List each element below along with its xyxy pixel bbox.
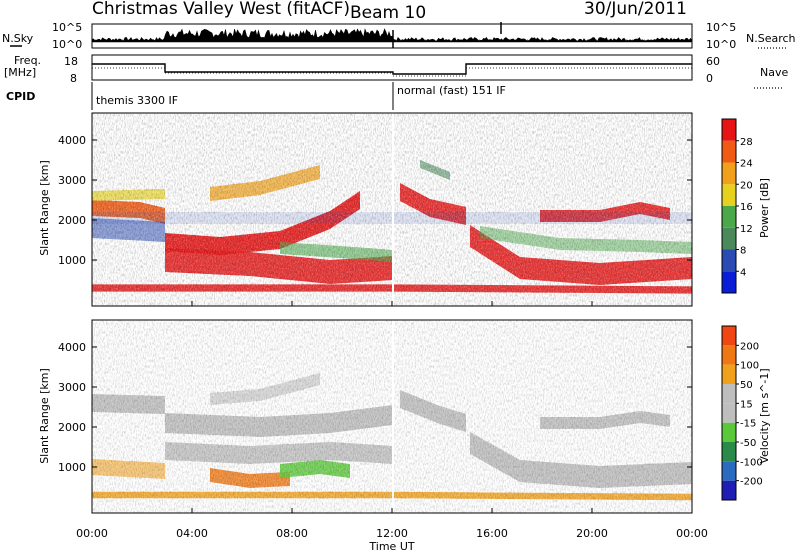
velocity-colorbar-swatch	[722, 364, 736, 384]
x-tick-label: 04:00	[176, 527, 208, 540]
cpid-segment-1: themis 3300 IF	[96, 94, 178, 107]
velocity-colorbar-swatch	[722, 403, 736, 423]
freq-panel-frame	[91, 54, 693, 81]
cpid-label: CPID	[6, 90, 35, 103]
velocity-colorbar-tick-label: 50	[740, 380, 753, 391]
nsky-tick-high: 10^5	[52, 21, 82, 34]
nsky-label: N.Sky	[2, 32, 34, 45]
x-tick-label: 00:00	[676, 527, 708, 540]
velocity-colorbar-swatch	[722, 326, 736, 346]
noise-panel: N.Sky 10^5 10^0 10^5 10^0 N.Search	[2, 21, 796, 51]
velocity-colorbar-tick-label: 200	[740, 341, 759, 352]
power-colorbar-tick-label: 20	[740, 180, 753, 191]
nsearch-tick-low: 10^0	[706, 38, 736, 51]
date-label: 30/Jun/2011	[584, 0, 687, 19]
velocity-colorbar-tick-label: -100	[740, 457, 763, 468]
y-tick-label: 4000	[58, 134, 86, 147]
nsearch-label: N.Search	[746, 32, 796, 45]
velocity-colorbar-tick-label: -50	[740, 438, 756, 449]
power-colorbar-swatch	[722, 206, 736, 228]
freq-label-2: [MHz]	[4, 66, 36, 79]
freq-trace	[92, 63, 692, 75]
freq-label-1: Freq.	[14, 54, 41, 67]
x-tick-label: 08:00	[276, 527, 308, 540]
velocity-colorbar-swatch	[722, 480, 736, 500]
velocity-colorbar-tick-label: 100	[740, 361, 759, 372]
power-colorbar-swatch	[722, 271, 736, 293]
y-tick-label: 2000	[58, 421, 86, 434]
power-colorbar-tick-label: 4	[740, 267, 746, 278]
nave-tick-low: 0	[706, 72, 713, 85]
velocity-y-label: Slant Range [km]	[38, 368, 51, 464]
nsearch-tick-high: 10^5	[706, 21, 736, 34]
nsky-tick-low: 10^0	[52, 38, 82, 51]
x-tick-label: 16:00	[476, 527, 508, 540]
freq-panel: Freq. [MHz] 18 8 60 0 Nave	[4, 54, 788, 89]
freq-tick-low: 8	[70, 72, 77, 85]
velocity-x-axis: 00:00 04:00 08:00 12:00 16:00 20:00 00:00	[76, 301, 708, 540]
velocity-colorbar-swatch	[722, 422, 736, 442]
power-colorbar-swatch	[722, 162, 736, 185]
velocity-colorbar-swatch	[722, 461, 736, 481]
velocity-colorbar-tick-label: -200	[740, 477, 763, 488]
power-colorbar: 28 24 20 16 12 8 4	[721, 118, 753, 294]
y-tick-label: 1000	[58, 254, 86, 267]
power-colorbar-tick-label: 8	[740, 246, 746, 257]
power-y-label: Slant Range [km]	[38, 160, 51, 256]
y-tick-label: 1000	[58, 461, 86, 474]
power-colorbar-tick-label: 12	[740, 224, 753, 235]
x-axis-label: Time UT	[368, 540, 414, 553]
power-colorbar-label: Power [dB]	[758, 178, 771, 238]
velocity-colorbar-swatch	[722, 345, 736, 365]
y-tick-label: 2000	[58, 214, 86, 227]
power-colorbar-swatch	[722, 249, 736, 272]
y-tick-label: 3000	[58, 381, 86, 394]
y-tick-label: 3000	[58, 174, 86, 187]
x-tick-label: 12:00	[376, 527, 408, 540]
power-y-axis: 4000 3000 2000 1000	[58, 134, 692, 267]
power-colorbar-tick-label: 16	[740, 202, 753, 213]
power-colorbar-tick-label: 28	[740, 137, 753, 148]
x-tick-label: 20:00	[576, 527, 608, 540]
velocity-colorbar-frame	[721, 325, 737, 501]
noise-panel-frame	[91, 23, 693, 49]
velocity-colorbar-swatch	[722, 442, 736, 462]
velocity-colorbar-tick-label: 15	[740, 399, 753, 410]
cpid-segment-2: normal (fast) 151 IF	[397, 84, 506, 97]
nave-label: Nave	[760, 66, 788, 79]
velocity-colorbar-tick-label: -15	[740, 419, 756, 430]
power-panel: 4000 3000 2000 1000 Slant Range [km] 28 24 20…	[38, 112, 771, 307]
velocity-y-axis: 4000 3000 2000 1000	[58, 341, 692, 474]
beam-label: Beam 10	[350, 3, 426, 23]
freq-tick-high: 18	[64, 55, 78, 68]
power-colorbar-swatch	[722, 119, 736, 141]
cpid-panel: CPID themis 3300 IF normal (fast) 151 IF	[6, 82, 506, 110]
y-tick-label: 4000	[58, 341, 86, 354]
x-tick-label: 00:00	[76, 527, 108, 540]
power-colorbar-tick-label: 24	[740, 159, 753, 170]
velocity-colorbar-label: Velocity [m s^-1]	[758, 368, 771, 463]
nave-tick-high: 60	[706, 55, 720, 68]
power-colorbar-swatch	[722, 227, 736, 250]
velocity-colorbar-swatch	[722, 384, 736, 404]
power-colorbar-swatch	[722, 140, 736, 163]
velocity-colorbar: 200 100 50 15 -15 -50 -100 -200	[721, 325, 763, 501]
velocity-panel: 4000 3000 2000 1000 00:00 04:00 08:00 12:00 16:…	[38, 301, 771, 553]
power-colorbar-swatch	[722, 184, 736, 206]
plot-title: Christmas Valley West (fitACF)	[92, 0, 350, 19]
